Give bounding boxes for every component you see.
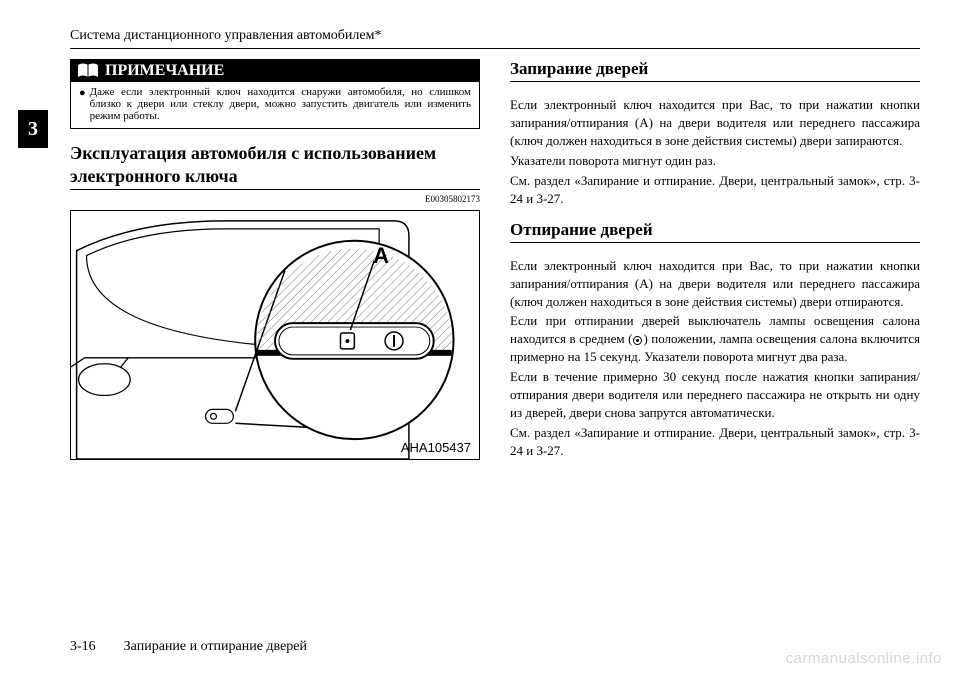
- figure-svg: [71, 211, 479, 459]
- section-tab: 3: [18, 110, 48, 148]
- figure-code: AHA105437: [401, 440, 471, 455]
- sec2-rule: [510, 242, 920, 243]
- left-column: ПРИМЕЧАНИЕ ● Даже если электронный ключ …: [70, 59, 480, 639]
- sec2-p2: Если при отпирании дверей выключатель ла…: [510, 312, 920, 366]
- note-text: Даже если электронный ключ находится сна…: [90, 86, 471, 122]
- page-header: Система дистанционного управления автомо…: [70, 28, 920, 44]
- sec2-p4: См. раздел «Запирание и отпирание. Двери…: [510, 424, 920, 460]
- left-section-title-line1: Эксплуатация автомобиля с использованием: [70, 143, 480, 164]
- header-rule: [70, 48, 920, 49]
- sec1-p2: Указатели поворота мигнут один раз.: [510, 152, 920, 170]
- watermark: carmanualsonline.info: [786, 650, 942, 667]
- sec1-rule: [510, 81, 920, 82]
- sec2-title: Отпирание дверей: [510, 220, 920, 240]
- left-section-title-line2: электронного ключа: [70, 166, 480, 187]
- figure: A AHA105437: [70, 210, 480, 460]
- note-label: ПРИМЕЧАНИЕ: [105, 62, 224, 80]
- left-section-rule: [70, 189, 480, 190]
- sec1-title: Запирание дверей: [510, 59, 920, 79]
- doc-code: E00305802173: [70, 194, 480, 204]
- note-header: ПРИМЕЧАНИЕ: [71, 60, 479, 82]
- sec1-p3: См. раздел «Запирание и отпирание. Двери…: [510, 172, 920, 208]
- spacer: [510, 247, 920, 257]
- footer-text: Запирание и отпирание дверей: [124, 639, 307, 655]
- page: Система дистанционного управления автомо…: [0, 0, 960, 679]
- sec1-p1: Если электронный ключ находится при Вас,…: [510, 96, 920, 150]
- footer-page: 3-16: [70, 639, 96, 655]
- right-column: Запирание дверей Если электронный ключ н…: [510, 59, 920, 639]
- figure-label-a: A: [373, 243, 389, 269]
- spacer: [510, 86, 920, 96]
- note-box: ПРИМЕЧАНИЕ ● Даже если электронный ключ …: [70, 59, 480, 129]
- position-icon: [633, 336, 642, 345]
- note-body: ● Даже если электронный ключ находится с…: [71, 82, 479, 128]
- sec2-p3: Если в течение примерно 30 секунд после …: [510, 368, 920, 422]
- bullet-icon: ●: [79, 86, 86, 122]
- book-icon: [77, 63, 99, 79]
- content-columns: ПРИМЕЧАНИЕ ● Даже если электронный ключ …: [70, 59, 920, 639]
- sec2-p1: Если электронный ключ находится при Вас,…: [510, 257, 920, 311]
